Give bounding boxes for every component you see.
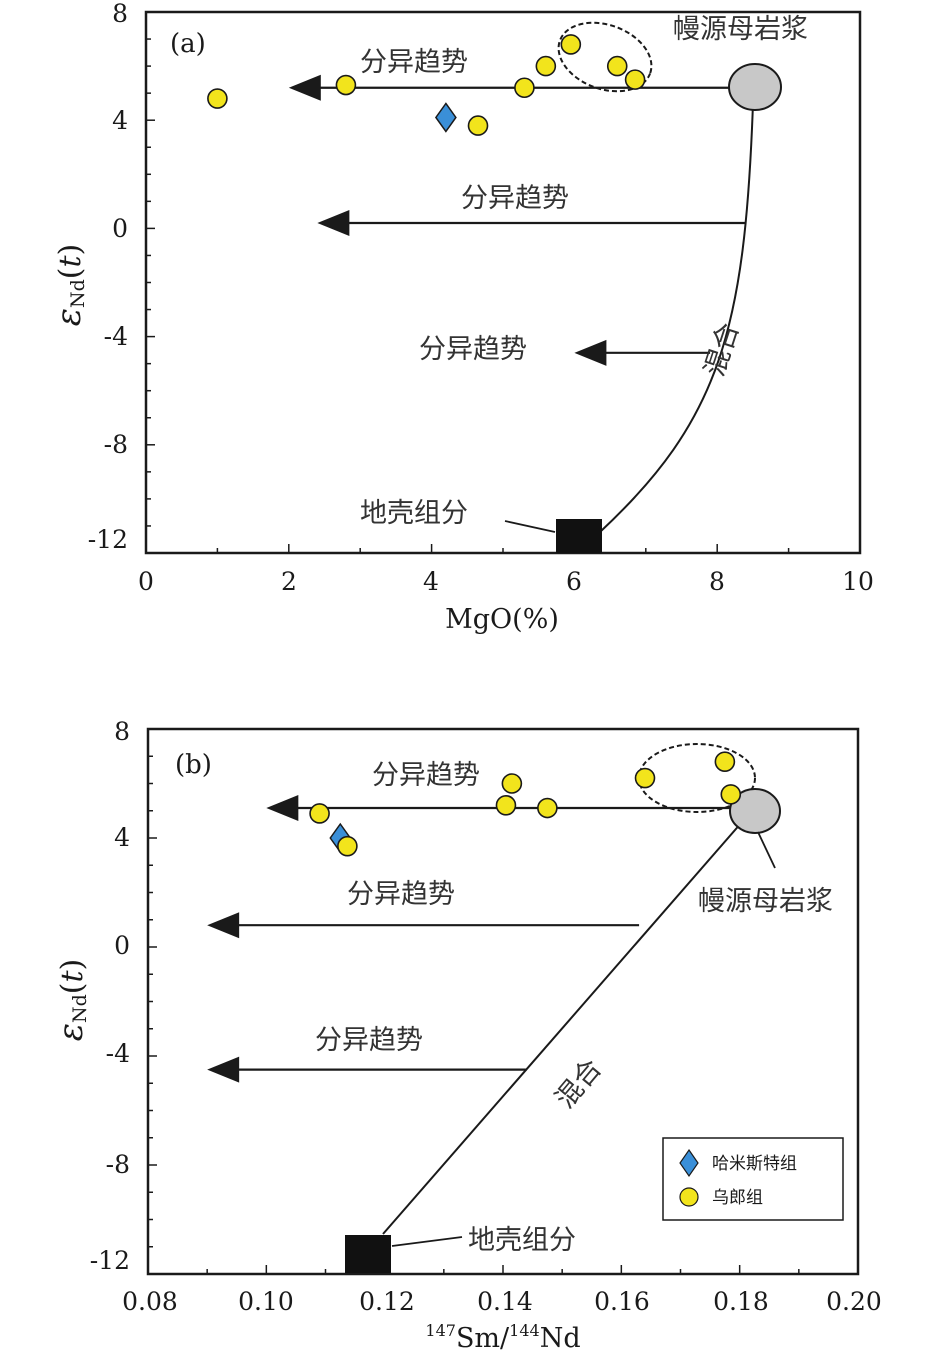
legend-box [662,1137,844,1221]
x-axis-title-a: MgO(%) [445,604,559,635]
mantle-magma-marker-a [728,63,782,111]
crust-leader-line-a [504,520,556,533]
y-tick-labels-a: 8 4 0 -4 -8 -12 [88,0,128,554]
data-points-b [309,751,742,857]
x-tick-label: 0.12 [359,1287,415,1316]
panel-a: 8 4 0 -4 -8 -12 0 2 4 6 8 10 MgO(%) εNd(… [49,0,874,635]
x-axis-title-sup-1: 147 [425,1321,456,1340]
panel-label-b: (b) [175,750,212,780]
x-tick-label: 2 [281,567,297,596]
x-tick-label: 0.10 [238,1287,294,1316]
data-point-circle [495,794,517,816]
panel-label-a: (a) [170,29,206,59]
data-point-circle [337,835,358,857]
legend-label-wulang: 乌郎组 [712,1188,763,1208]
trend-label-a-3: 分异趋势 [419,334,527,365]
x-tick-labels-a: 0 2 4 6 8 10 [138,567,874,596]
trend-label-b-1: 分异趋势 [372,760,480,791]
tick-marks-a [145,11,861,554]
x-axis-title-sup-2: 144 [509,1321,540,1340]
trend-label-b-3: 分异趋势 [315,1025,423,1056]
data-point-circle [309,803,330,824]
data-point-circle [335,74,357,96]
data-point-circle [606,55,628,77]
data-point-circle [720,784,742,805]
trend-arrows-a [288,74,753,366]
data-point-circle [714,751,736,773]
mantle-leader-line-b [757,831,776,869]
mixing-line-b [382,821,743,1235]
mantle-magma-label-b: 幔源母岩浆 [698,886,833,917]
crust-component-label-a: 地壳组分 [360,498,468,529]
y-tick-label: -8 [106,1150,130,1179]
y-tick-label: -4 [106,1039,130,1068]
mantle-magma-label-a: 幔源母岩浆 [673,14,808,45]
trend-arrow-head [317,209,350,236]
trend-arrow-head [288,74,321,101]
mantle-magma-marker-b [729,788,781,834]
tick-marks-b [147,728,859,1275]
x-tick-label: 6 [566,567,582,596]
x-tick-labels-b: 0.08 0.10 0.12 0.14 0.16 0.18 0.20 [122,1287,882,1316]
y-tick-label: 8 [114,717,130,746]
y-tick-labels-b: 8 4 0 -4 -8 -12 [90,717,130,1275]
y-tick-label: 0 [112,214,128,243]
y-tick-label: 4 [114,823,130,852]
y-tick-label: -12 [90,1246,130,1275]
trend-arrows-b [207,795,752,1083]
y-tick-label: -4 [104,322,128,351]
crust-leader-line-b [391,1236,463,1247]
trend-arrow-head [207,912,240,939]
x-axis-title-base-1: Sm/ [456,1323,510,1354]
y-tick-label: 0 [114,931,130,960]
data-points-a [207,34,646,136]
data-point-diamond [434,102,457,133]
trend-label-a-2: 分异趋势 [461,183,569,214]
data-point-circle [501,773,523,794]
x-axis-title-base-2: Nd [540,1323,581,1354]
trend-arrow-head [266,795,299,822]
data-point-circle [537,797,558,819]
x-tick-label: 0.18 [713,1287,769,1316]
trend-arrow-head [574,339,607,366]
dashed-highlight-ellipse-a [557,21,653,93]
data-point-circle [467,115,489,136]
y-tick-label: -8 [104,430,128,459]
mixing-curve-a [599,102,754,533]
y-axis-title-b: εNd(t) [51,959,91,1042]
legend-marker-circle [679,1187,699,1207]
legend: 哈米斯特组 乌郎组 [662,1137,844,1221]
y-tick-label: 8 [112,0,128,28]
x-tick-label: 0.16 [594,1287,650,1316]
trend-label-b-2: 分异趋势 [347,879,455,910]
trend-arrow-head [207,1056,240,1083]
crust-component-marker-b [345,1235,391,1273]
mixing-label-b: 混合 [550,1053,608,1114]
x-axis-title-b: 147Sm/144Nd [425,1321,580,1354]
panel-b: 8 4 0 -4 -8 -12 0.08 0.10 0.12 0.14 0.16… [51,717,882,1354]
data-point-circle [624,69,646,90]
data-point-circle [207,88,228,109]
x-tick-label: 0.14 [477,1287,533,1316]
crust-component-marker-a [556,519,602,553]
data-point-circle [560,34,582,55]
x-tick-label: 4 [423,567,439,596]
x-tick-label: 0 [138,567,154,596]
legend-marker-diamond [679,1148,699,1178]
data-point-circle [514,77,535,99]
legend-label-hamisite: 哈米斯特组 [712,1154,797,1174]
y-axis-title-a: εNd(t) [49,244,89,327]
x-tick-label: 0.20 [826,1287,882,1316]
y-tick-label: 4 [112,106,128,135]
x-tick-label: 8 [709,567,725,596]
y-tick-label: -12 [88,525,128,554]
data-point-circle [634,767,656,789]
x-tick-label: 10 [842,567,874,596]
crust-component-label-b: 地壳组分 [468,1225,576,1256]
x-tick-label: 0.08 [122,1287,178,1316]
trend-label-a-1: 分异趋势 [360,47,468,78]
data-point-circle [535,55,557,77]
mixing-label-a: 混合 [699,319,745,380]
